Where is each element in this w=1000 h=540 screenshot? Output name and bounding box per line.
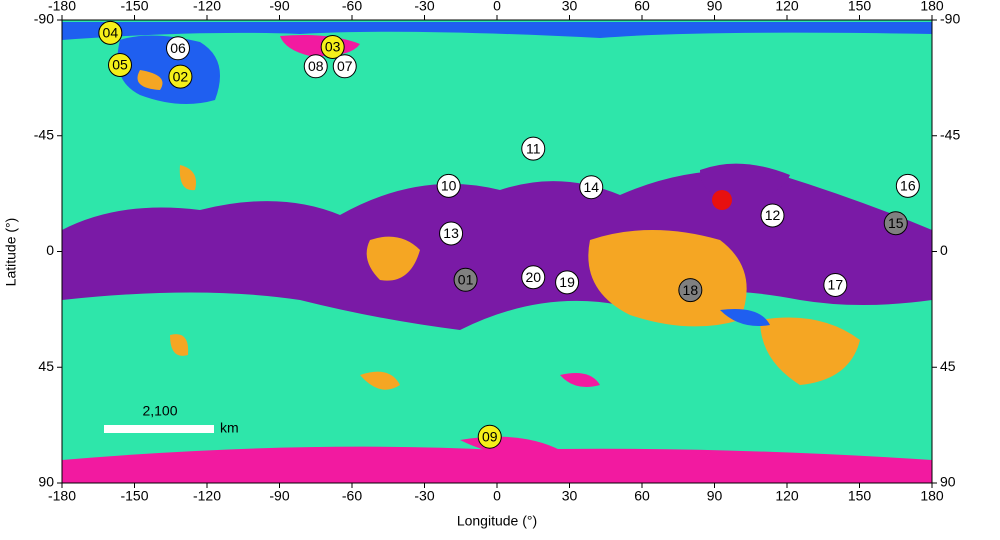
x-tick-label: -90 (269, 0, 289, 14)
site-marker (895, 173, 920, 198)
x-tick-label: 30 (562, 488, 578, 504)
x-tick-label: 120 (775, 0, 799, 14)
x-tick-label: -180 (48, 488, 76, 504)
site-label: 02 (173, 68, 189, 84)
site-marker (168, 64, 193, 89)
site-marker (579, 175, 604, 200)
site-marker (303, 54, 328, 79)
site-label: 04 (103, 25, 119, 41)
site-marker (760, 203, 785, 228)
x-tick-label: 60 (634, 0, 650, 14)
x-tick-label: 0 (493, 0, 501, 14)
y-axis-label: Latitude (°) (3, 218, 19, 287)
y-tick-label: 90 (940, 474, 956, 490)
site-marker (477, 424, 502, 449)
scale-bar (104, 425, 214, 433)
x-tick-label: -30 (414, 488, 434, 504)
site-marker (678, 278, 703, 303)
terrain (62, 20, 932, 483)
site-marker (453, 267, 478, 292)
y-tick-label: -90 (34, 11, 54, 27)
site-marker (166, 36, 190, 61)
x-tick-label: -120 (193, 488, 221, 504)
site-label: 18 (683, 282, 699, 298)
site-marker (823, 272, 848, 297)
site-marker (521, 136, 546, 161)
x-tick-label: 30 (562, 0, 578, 14)
site-marker (332, 54, 357, 79)
y-tick-label: 45 (38, 358, 54, 374)
site-label: 19 (559, 274, 575, 290)
y-tick-label: 0 (46, 242, 54, 258)
x-tick-label: 120 (775, 488, 799, 504)
site-label: 08 (308, 58, 324, 74)
x-tick-label: 150 (848, 488, 872, 504)
y-tick-label: 0 (940, 242, 948, 258)
site-marker (98, 20, 123, 45)
x-tick-label: -180 (48, 0, 76, 14)
site-marker (439, 221, 464, 246)
site-marker (436, 173, 461, 198)
y-tick-label: 45 (940, 358, 956, 374)
site-label: 01 (458, 271, 474, 287)
x-tick-label: -90 (269, 488, 289, 504)
y-tick-label: -45 (940, 126, 960, 142)
x-tick-label: 90 (707, 0, 723, 14)
x-tick-label: -60 (342, 488, 362, 504)
x-axis-label: Longitude (°) (457, 513, 537, 529)
scale-bar-unit: km (220, 420, 239, 436)
x-tick-label: -120 (193, 0, 221, 14)
site-label: 14 (583, 179, 599, 195)
site-marker (320, 35, 345, 60)
site-label: 15 (888, 215, 904, 231)
x-tick-label: -30 (414, 0, 434, 14)
x-tick-label: 150 (848, 0, 872, 14)
x-tick-label: 60 (634, 488, 650, 504)
site-label: 07 (337, 58, 353, 74)
y-tick-label: -90 (940, 11, 960, 27)
x-tick-label: -60 (342, 0, 362, 14)
site-label: 17 (828, 277, 844, 293)
site-label: 16 (900, 178, 916, 194)
site-label: 11 (526, 140, 541, 156)
scale-bar-label: 2,100 (142, 403, 177, 419)
x-tick-label: -150 (120, 488, 148, 504)
site-label: 12 (765, 207, 781, 223)
x-tick-label: 90 (707, 488, 723, 504)
x-tick-label: 0 (493, 488, 501, 504)
x-tick-label: 180 (920, 0, 944, 14)
site-label: 10 (441, 178, 457, 194)
y-tick-label: 90 (38, 474, 54, 490)
x-tick-label: 180 (920, 488, 944, 504)
site-marker (521, 265, 546, 290)
site-marker (883, 211, 908, 236)
y-tick-label: -45 (34, 126, 54, 142)
site-label: 03 (325, 39, 341, 55)
site-label: 09 (482, 428, 498, 444)
site-marker (108, 53, 132, 78)
site-label: 05 (112, 57, 128, 73)
x-tick-label: -150 (120, 0, 148, 14)
site-label: 20 (525, 269, 541, 285)
site-label: 06 (170, 40, 186, 56)
site-label: 13 (443, 225, 459, 241)
site-marker (555, 270, 580, 295)
